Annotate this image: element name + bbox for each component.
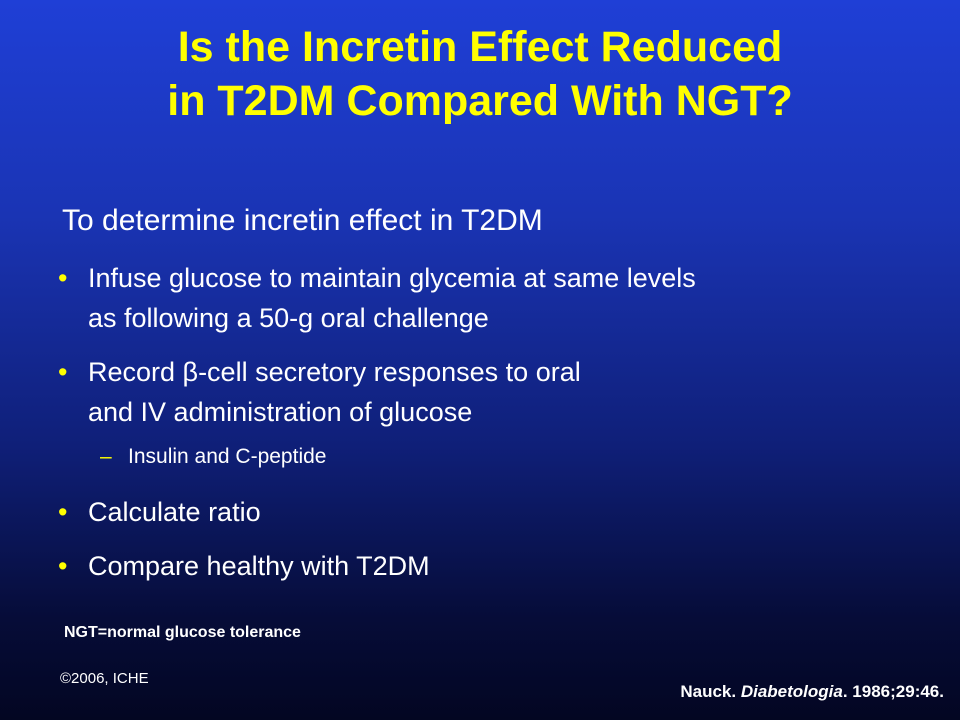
bullet-list: • Infuse glucose to maintain glycemia at…	[58, 258, 938, 600]
citation: Nauck. Diabetologia. 1986;29:46.	[680, 682, 944, 702]
slide-title: Is the Incretin Effect Reduced in T2DM C…	[0, 20, 960, 128]
bullet-text-line: Calculate ratio	[88, 497, 261, 527]
bullet-text-line: Record β-cell secretory responses to ora…	[88, 357, 581, 387]
citation-details: . 1986;29:46.	[842, 682, 944, 701]
footnote: NGT=normal glucose tolerance	[64, 624, 301, 641]
bullet-text-line: Infuse glucose to maintain glycemia at s…	[88, 263, 696, 293]
citation-journal: Diabetologia	[740, 682, 843, 701]
bullet-text-line: as following a 50-g oral challenge	[88, 303, 489, 333]
bullet-icon: •	[58, 263, 68, 293]
bullet-text-line: and IV administration of glucose	[88, 397, 473, 427]
bullet-icon: •	[58, 357, 68, 387]
sub-bullet-text: Insulin and C-peptide	[128, 445, 327, 468]
copyright-notice: ©2006, ICHE	[60, 670, 149, 687]
bullet-item-infuse: • Infuse glucose to maintain glycemia at…	[58, 258, 938, 338]
bullet-text-line: Compare healthy with T2DM	[88, 551, 430, 581]
dash-icon: –	[100, 445, 112, 468]
bullet-item-compare: • Compare healthy with T2DM	[58, 546, 938, 586]
title-line-1: Is the Incretin Effect Reduced	[177, 23, 783, 71]
citation-author: Nauck.	[680, 682, 741, 701]
bullet-icon: •	[58, 497, 68, 527]
bullet-item-record: • Record β-cell secretory responses to o…	[58, 352, 938, 432]
title-line-2: in T2DM Compared With NGT?	[167, 77, 793, 125]
sub-bullet-item: – Insulin and C-peptide	[58, 442, 938, 472]
bullet-icon: •	[58, 551, 68, 581]
intro-text: To determine incretin effect in T2DM	[62, 204, 543, 237]
bullet-item-ratio: • Calculate ratio	[58, 492, 938, 532]
